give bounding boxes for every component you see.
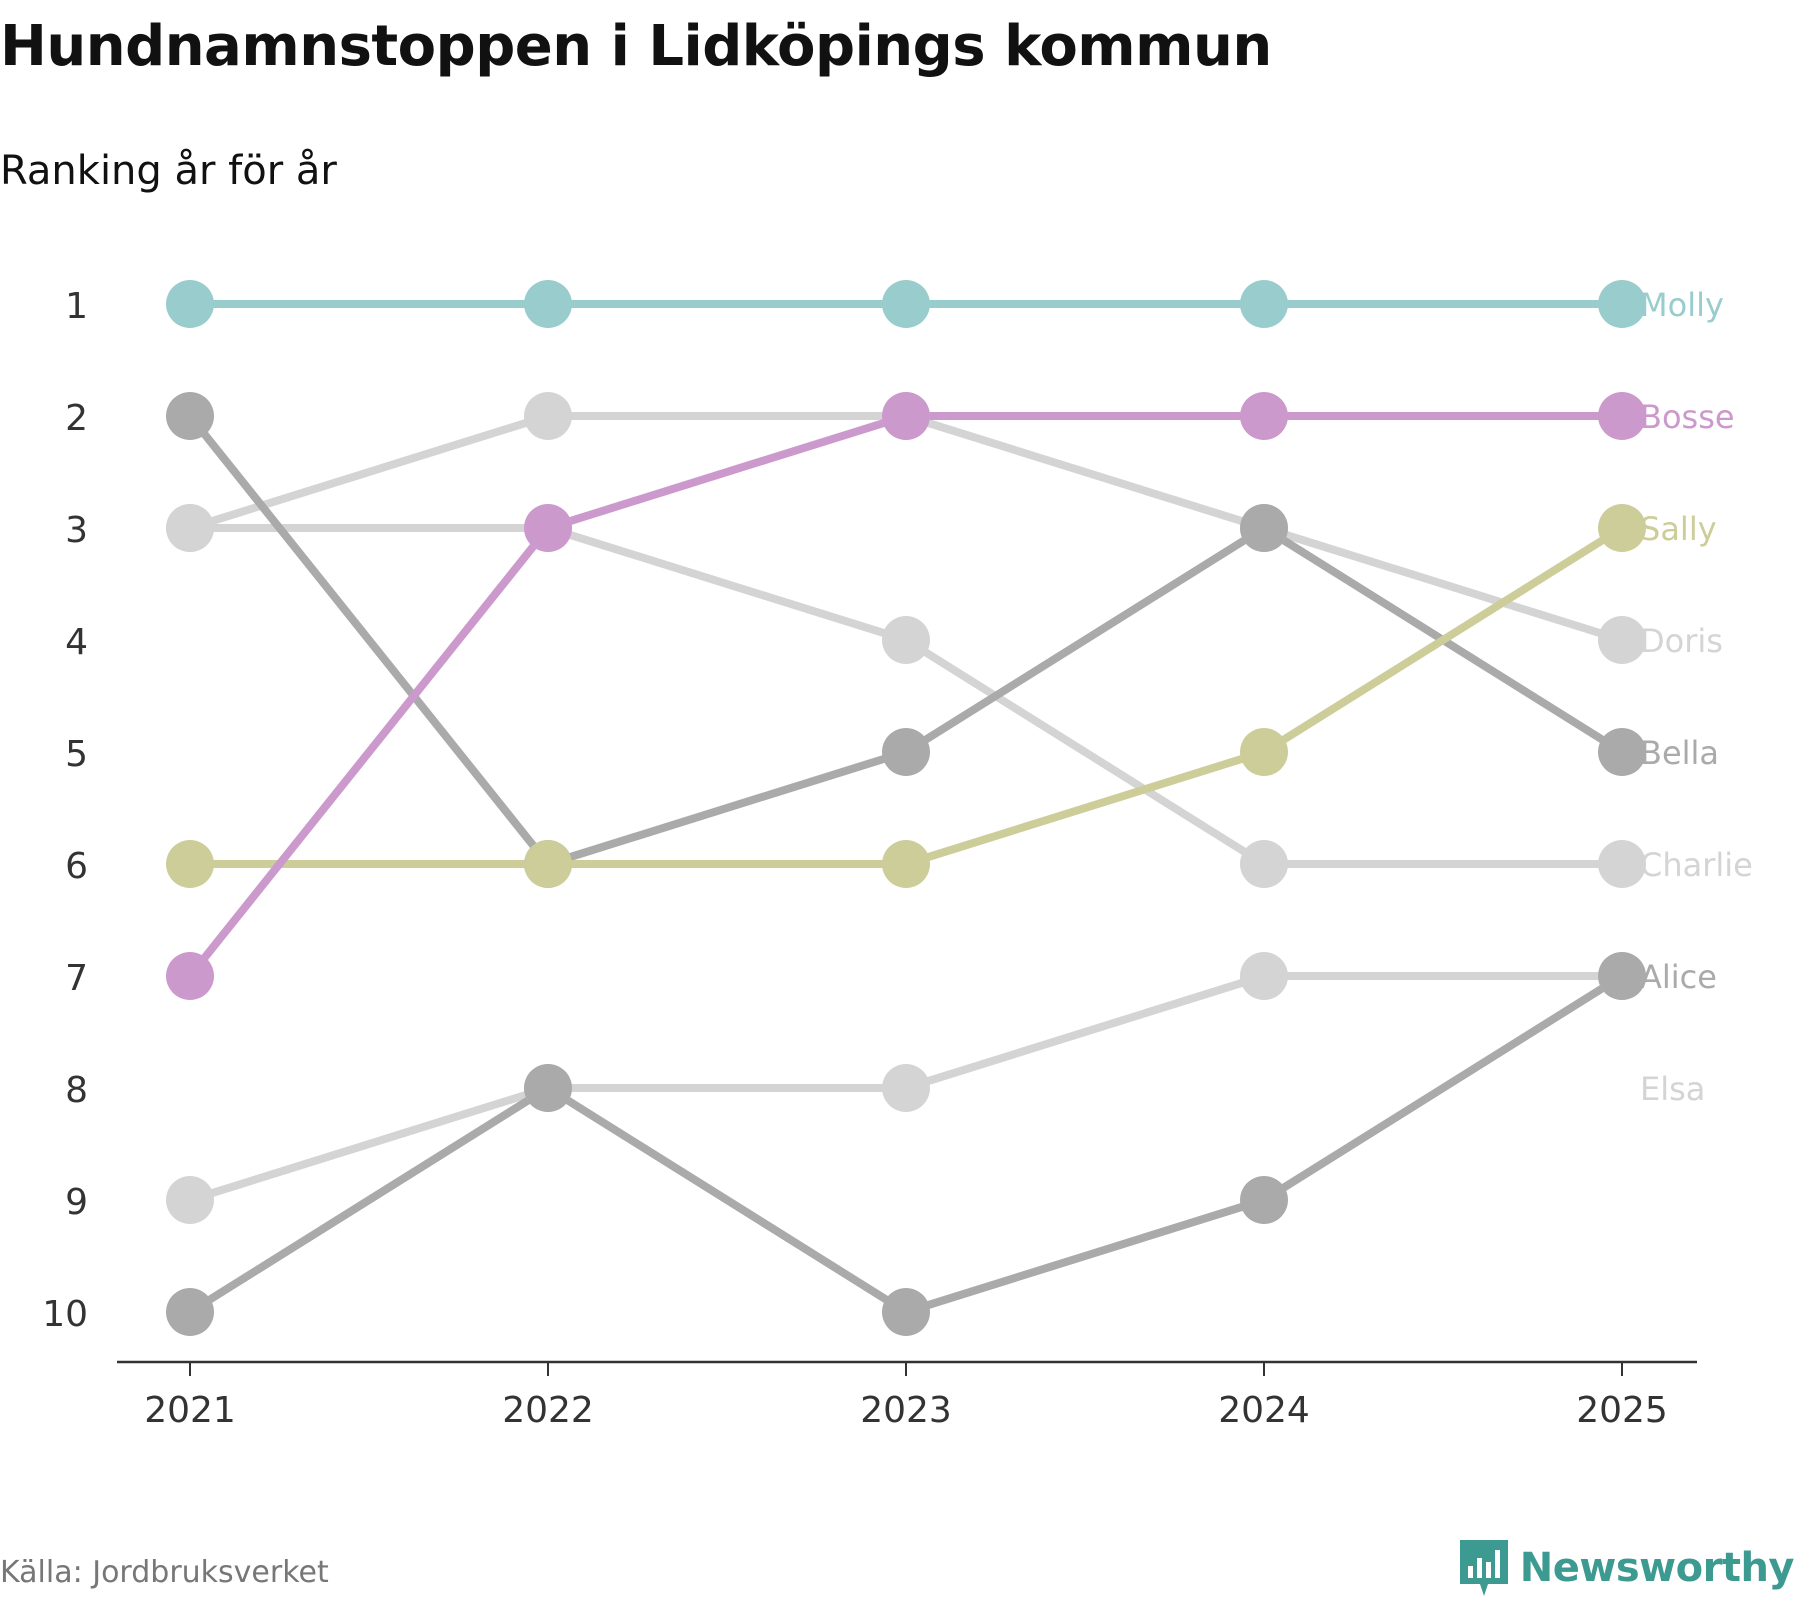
- series-label-bella: Bella: [1640, 734, 1719, 772]
- point-charlie: [1598, 840, 1646, 888]
- point-molly: [1598, 280, 1646, 328]
- point-alice: [1240, 952, 1288, 1000]
- point-doris: [1598, 616, 1646, 664]
- point-molly: [882, 280, 930, 328]
- chart-title: Hundnamnstoppen i Lidköpings kommun: [0, 14, 1272, 79]
- point-charlie: [882, 616, 930, 664]
- point-alice-2: [1240, 1176, 1288, 1224]
- point-alice-2: [1598, 952, 1646, 1000]
- x-tick-label: 2024: [1218, 1390, 1310, 1431]
- point-alice-2: [166, 1288, 214, 1336]
- series-label-charlie: Charlie: [1640, 846, 1753, 884]
- point-molly: [524, 280, 572, 328]
- point-alice-2: [524, 1064, 572, 1112]
- chart-subtitle: Ranking år för år: [0, 148, 337, 194]
- point-molly: [166, 280, 214, 328]
- point-bella: [1598, 728, 1646, 776]
- series-label-doris: Doris: [1640, 622, 1723, 660]
- y-tick-label: 7: [65, 958, 88, 999]
- point-bosse: [1598, 392, 1646, 440]
- y-tick-label: 3: [65, 510, 88, 551]
- y-tick-label: 5: [65, 734, 88, 775]
- y-tick-label: 6: [65, 846, 88, 887]
- point-sally: [166, 840, 214, 888]
- newsworthy-logo-icon: [1459, 1540, 1508, 1596]
- point-sally: [524, 840, 572, 888]
- series-line-sally: [186, 524, 1626, 868]
- series-label-alice: Alice: [1640, 958, 1717, 996]
- point-alice: [882, 1064, 930, 1112]
- point-sally: [1598, 504, 1646, 552]
- x-tick-label: 2023: [860, 1390, 952, 1431]
- point-bella: [882, 728, 930, 776]
- point-charlie: [1240, 840, 1288, 888]
- y-tick-label: 9: [65, 1182, 88, 1223]
- point-doris: [166, 504, 214, 552]
- point-bosse: [524, 504, 572, 552]
- point-sally: [1240, 728, 1288, 776]
- series-line-charlie: [186, 524, 1626, 868]
- point-bella: [166, 392, 214, 440]
- point-molly: [1240, 280, 1288, 328]
- source-note: Källa: Jordbruksverket: [0, 1555, 329, 1590]
- y-tick-label: 1: [65, 286, 88, 327]
- brand: Newsworthy: [1458, 1538, 1795, 1598]
- series-label-bosse: Bosse: [1640, 398, 1735, 436]
- y-tick-label: 2: [65, 398, 88, 439]
- series-line-alice-2: [186, 972, 1626, 1316]
- x-tick-label: 2025: [1576, 1390, 1668, 1431]
- series-label-molly: Molly: [1640, 286, 1724, 324]
- point-bosse: [1240, 392, 1288, 440]
- point-alice-2: [882, 1288, 930, 1336]
- series-label-elsa: Elsa: [1640, 1070, 1705, 1108]
- x-tick-label: 2022: [502, 1390, 594, 1431]
- point-bosse: [882, 392, 930, 440]
- y-tick-label: 8: [65, 1070, 88, 1111]
- point-bella: [1240, 504, 1288, 552]
- point-sally: [882, 840, 930, 888]
- y-tick-label: 10: [42, 1294, 88, 1335]
- point-doris: [524, 392, 572, 440]
- point-alice: [166, 1176, 214, 1224]
- x-tick-label: 2021: [144, 1390, 236, 1431]
- y-tick-label: 4: [65, 622, 88, 663]
- series-label-sally: Sally: [1640, 510, 1717, 548]
- series-line-bosse: [186, 412, 1626, 980]
- brand-name: Newsworthy: [1519, 1545, 1795, 1591]
- point-bosse: [166, 952, 214, 1000]
